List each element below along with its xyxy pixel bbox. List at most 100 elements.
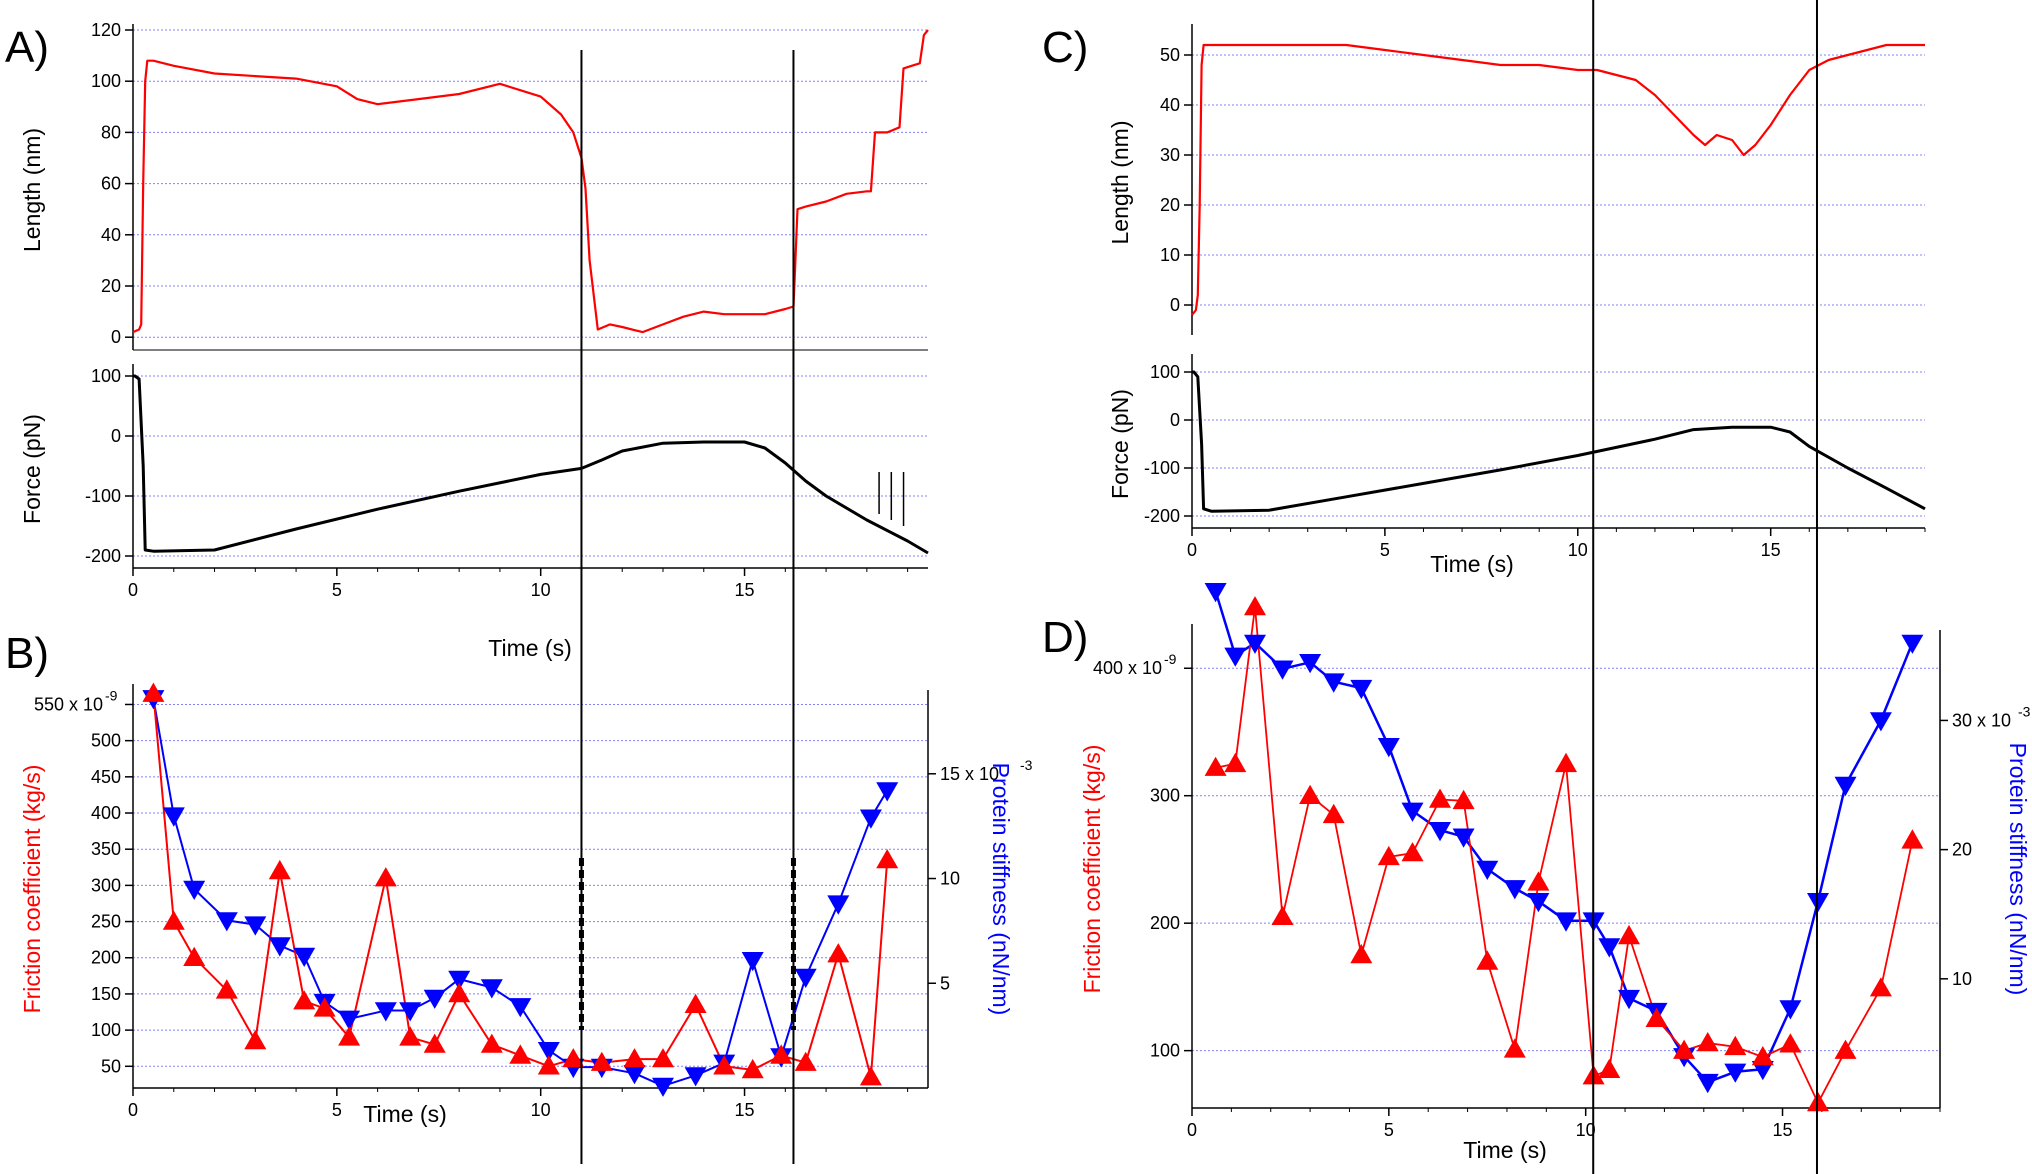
friction-marker — [1598, 1058, 1621, 1078]
friction-line-d — [1215, 606, 1914, 1104]
y-tick-label: 20 — [101, 276, 121, 296]
friction-marker — [537, 1055, 560, 1075]
stiffness-marker — [509, 998, 532, 1018]
friction-marker — [1503, 1038, 1526, 1058]
friction-marker — [1724, 1035, 1747, 1056]
stiffness-marker — [1224, 647, 1247, 667]
friction-marker — [590, 1051, 613, 1071]
friction-marker — [741, 1058, 764, 1079]
y-tick-label: 400 — [91, 803, 121, 823]
friction-marker — [268, 859, 291, 880]
friction-marker — [876, 849, 899, 869]
stiffness-marker — [1204, 583, 1227, 603]
friction-marker — [1807, 1091, 1829, 1112]
stiffness-marker — [1527, 893, 1550, 913]
x-tick-label: 10 — [1568, 540, 1588, 560]
stiffness-marker — [827, 895, 850, 915]
stiffness-marker — [859, 809, 882, 829]
x-tick-label: 15 — [1761, 540, 1781, 560]
stiffness-marker — [1779, 1000, 1802, 1020]
friction-marker — [794, 1051, 817, 1071]
stiffness-marker — [1598, 938, 1621, 958]
stiffness-marker — [1429, 822, 1451, 842]
y-tick-label: 0 — [111, 426, 121, 446]
y2-tick-label-exponent: 30 x 10 — [1952, 710, 2011, 730]
friction-marker — [1401, 842, 1424, 862]
stiffness-marker — [684, 1067, 707, 1087]
friction-line-b — [152, 693, 889, 1079]
friction-marker — [1350, 944, 1373, 964]
force-trace-a — [133, 374, 929, 555]
y-axis-label: Length (nm) — [19, 128, 45, 252]
friction-marker — [562, 1048, 585, 1068]
stiffness-marker — [1401, 802, 1424, 822]
stiffness-marker — [293, 947, 316, 967]
stiffness-marker — [162, 807, 185, 827]
x-tick-label: 10 — [531, 580, 551, 600]
y-tick-label: 100 — [1150, 362, 1180, 382]
friction-marker — [183, 946, 206, 966]
stiffness-marker — [1452, 828, 1475, 848]
friction-marker — [480, 1033, 503, 1053]
stiffness-marker — [1724, 1063, 1747, 1083]
y-tick-label: 450 — [91, 767, 121, 787]
friction-marker — [1476, 950, 1499, 970]
y-tick-label: 100 — [91, 1020, 121, 1040]
y-axis-label-friction: Friction coefficient (kg/s) — [1079, 745, 1105, 994]
friction-marker — [1299, 784, 1322, 804]
stiffness-marker — [537, 1042, 560, 1062]
x-tick-label: 15 — [1773, 1120, 1793, 1140]
exponent-power: -3 — [2018, 703, 2031, 719]
friction-marker — [1244, 596, 1266, 616]
x-tick-label: 5 — [1380, 540, 1390, 560]
x-axis-label: Time (s) — [1463, 1137, 1546, 1163]
stiffness-marker — [1350, 679, 1373, 700]
exponent-power: -3 — [1020, 757, 1033, 773]
y-tick-label: -100 — [1144, 458, 1180, 478]
length-trace-c — [1191, 43, 1925, 316]
length-trace-a — [132, 29, 929, 334]
stiffness-marker — [183, 880, 206, 900]
friction-marker — [1429, 788, 1451, 808]
stiffness-marker — [1271, 660, 1294, 680]
friction-marker — [244, 1030, 267, 1050]
stiffness-marker — [338, 1010, 361, 1030]
friction-marker — [1322, 803, 1345, 824]
y2-tick-label: 20 — [1952, 840, 1972, 860]
stiffness-marker — [1807, 893, 1829, 913]
friction-marker — [215, 979, 238, 999]
friction-marker — [1779, 1033, 1802, 1053]
friction-marker — [1834, 1039, 1857, 1059]
x-tick-label: 10 — [1576, 1120, 1596, 1140]
y-tick-label: 300 — [1150, 786, 1180, 806]
friction-marker — [448, 982, 471, 1003]
stiffness-marker — [244, 916, 267, 936]
stiffness-marker — [1322, 673, 1345, 693]
friction-marker — [162, 910, 185, 930]
friction-marker — [827, 943, 850, 963]
friction-marker — [1271, 905, 1294, 925]
stiffness-marker — [1696, 1073, 1719, 1094]
y-tick-label: 0 — [1170, 410, 1180, 430]
friction-marker — [1901, 829, 1924, 849]
y-tick-label: 60 — [101, 174, 121, 194]
y-tick-label: 50 — [1160, 45, 1180, 65]
panel-letter-a: A) — [5, 23, 49, 72]
stiffness-marker — [1901, 634, 1924, 654]
y-tick-label: 20 — [1160, 195, 1180, 215]
friction-marker — [623, 1048, 646, 1068]
y-tick-label: 40 — [101, 225, 121, 245]
y-tick-label: 200 — [1150, 913, 1180, 933]
stiffness-marker — [1299, 654, 1322, 674]
y2-tick-label: 10 — [940, 869, 960, 889]
stiffness-marker — [215, 912, 238, 932]
friction-marker — [1645, 1007, 1668, 1027]
stiffness-marker — [268, 937, 291, 957]
x-tick-label: 0 — [128, 580, 138, 600]
stiffness-line-b — [152, 698, 889, 1087]
stiffness-marker — [1503, 880, 1526, 900]
y-tick-label-exponent: 550 x 10 — [34, 694, 103, 714]
y-tick-label: 150 — [91, 984, 121, 1004]
friction-marker — [293, 990, 316, 1010]
